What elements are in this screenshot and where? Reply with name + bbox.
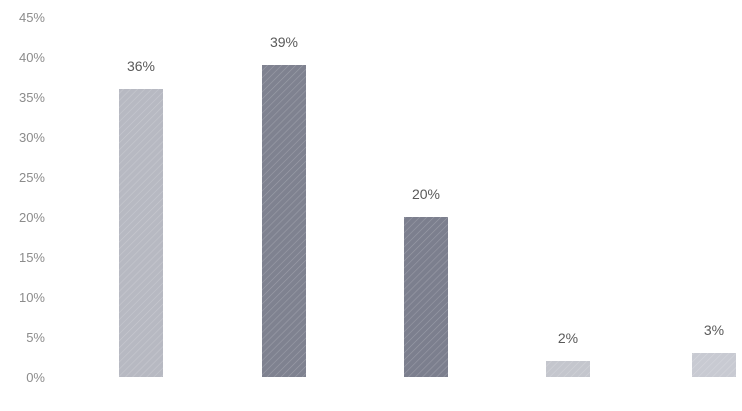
bar-hatch [404, 217, 448, 377]
bars [119, 65, 736, 377]
bar-hatch [262, 65, 306, 377]
y-tick-label: 5% [26, 330, 45, 345]
bar-hatch [546, 361, 590, 377]
y-tick-label: 45% [19, 10, 45, 25]
y-tick-label: 10% [19, 290, 45, 305]
data-labels: 36% 39% 20% 2% 3% [127, 34, 724, 346]
data-label: 2% [558, 330, 578, 346]
y-tick-label: 30% [19, 130, 45, 145]
y-tick-label: 40% [19, 50, 45, 65]
data-label: 20% [412, 186, 440, 202]
data-label: 3% [704, 322, 724, 338]
y-tick-label: 0% [26, 370, 45, 385]
y-tick-label: 15% [19, 250, 45, 265]
y-tick-label: 25% [19, 170, 45, 185]
bar-hatch [692, 353, 736, 377]
y-axis: 0% 5% 10% 15% 20% 25% 30% 35% 40% 45% [19, 10, 45, 385]
y-tick-label: 35% [19, 90, 45, 105]
y-tick-label: 20% [19, 210, 45, 225]
data-label: 36% [127, 58, 155, 74]
data-label: 39% [270, 34, 298, 50]
bar-hatch [119, 89, 163, 377]
